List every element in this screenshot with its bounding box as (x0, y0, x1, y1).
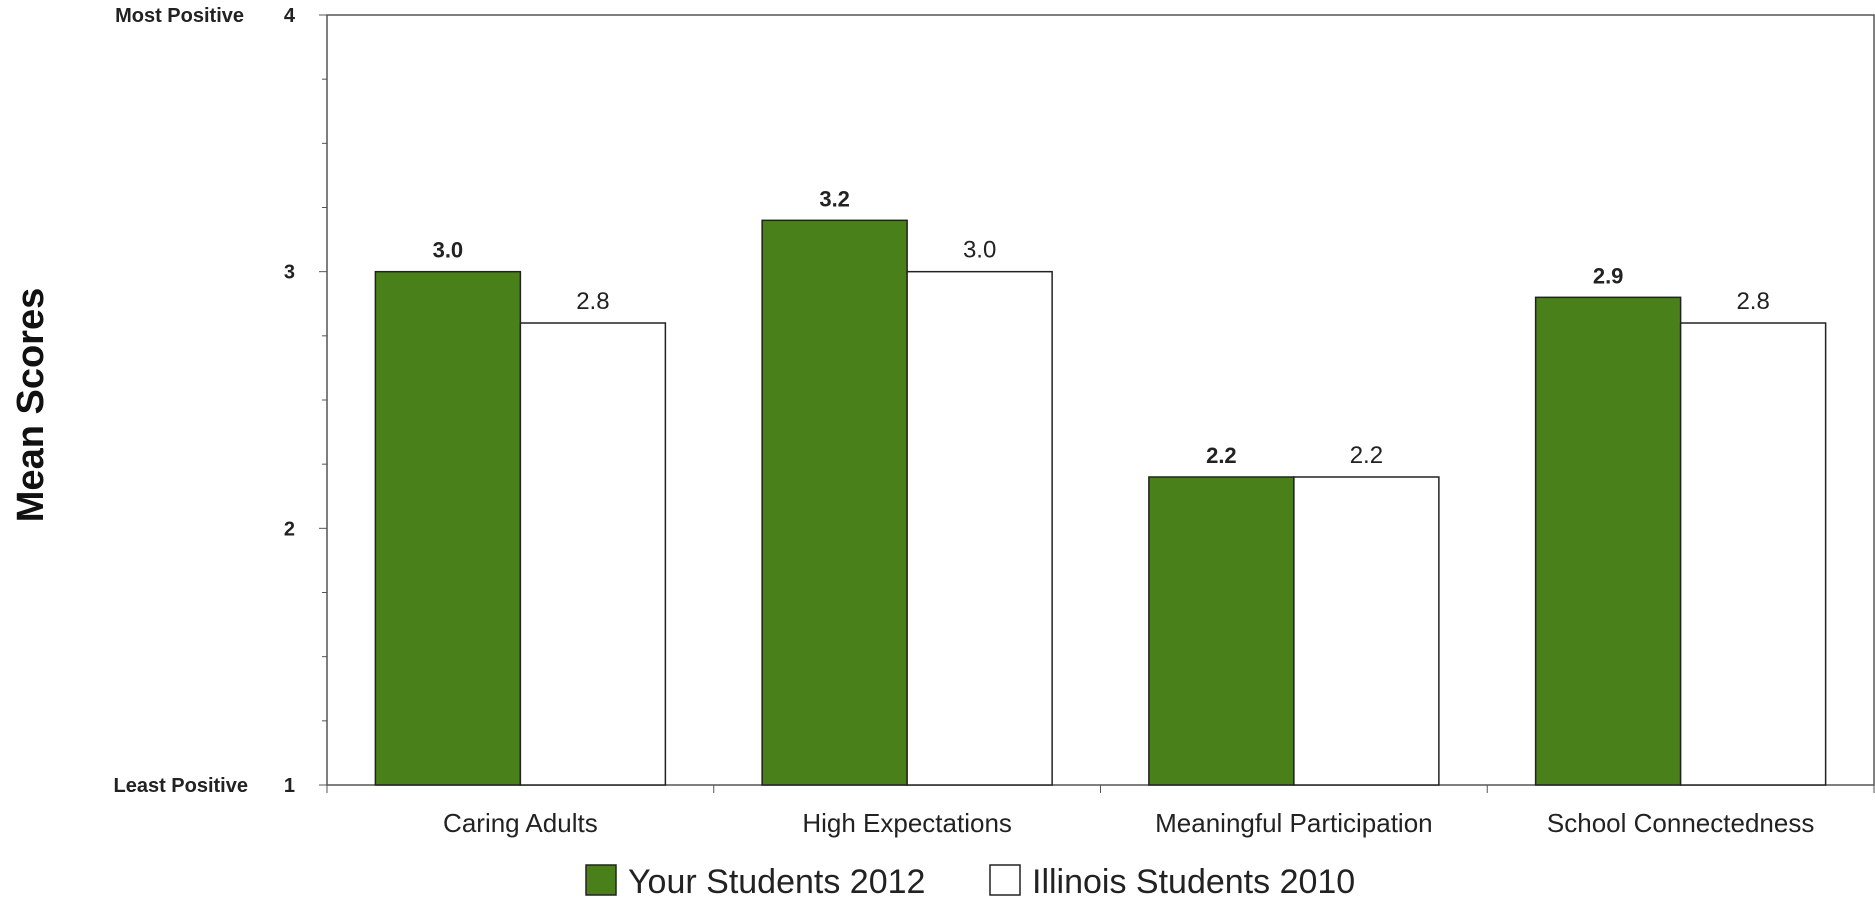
bar (906, 270, 1053, 786)
bar (1148, 476, 1295, 786)
legend-swatch (989, 864, 1021, 896)
x-category-label: Caring Adults (443, 808, 598, 838)
bar-value-label: 2.2 (1206, 443, 1237, 468)
bar (374, 270, 522, 786)
bar-value-label: 3.0 (963, 237, 996, 264)
legend-label: Illinois Students 2010 (1032, 863, 1355, 901)
y-tick-label: 2 (284, 518, 295, 540)
y-tick-label: 4 (284, 5, 296, 27)
bar-value-label: 2.8 (1736, 288, 1769, 315)
y-tick-label: 3 (284, 262, 295, 284)
x-category-label: High Expectations (802, 808, 1012, 838)
x-axis-categories: Caring Adults High Expectations Meaningful… (326, 785, 1875, 838)
y-anchor-top-label: Most Positive (115, 5, 244, 27)
bar-value-label: 2.8 (576, 288, 609, 315)
y-tick-label: 1 (284, 775, 295, 797)
bar (1293, 476, 1440, 786)
x-category-label: School Connectedness (1547, 808, 1814, 838)
bar (519, 322, 667, 786)
legend: Your Students 2012 Illinois Students 2010 (585, 863, 1355, 901)
bar-value-label: 2.9 (1593, 263, 1624, 288)
legend-label: Your Students 2012 (628, 863, 925, 901)
legend-swatch (585, 864, 617, 896)
x-category-label: Meaningful Participation (1155, 808, 1433, 838)
bar (1679, 322, 1827, 786)
y-axis-ticks: 1 2 3 4 (284, 5, 327, 797)
bar (761, 219, 908, 786)
bar (1534, 296, 1682, 786)
bar-value-label: 3.2 (819, 186, 850, 211)
y-anchor-bottom-label: Least Positive (113, 775, 248, 797)
bar-value-label: 2.2 (1350, 442, 1383, 469)
value-labels: 3.0 2.8 3.2 3.0 2.2 2.2 2.9 2.8 (433, 186, 1770, 469)
bars (374, 219, 1827, 786)
bar-value-label: 3.0 (433, 238, 464, 263)
y-axis-label: Mean Scores (10, 288, 52, 522)
